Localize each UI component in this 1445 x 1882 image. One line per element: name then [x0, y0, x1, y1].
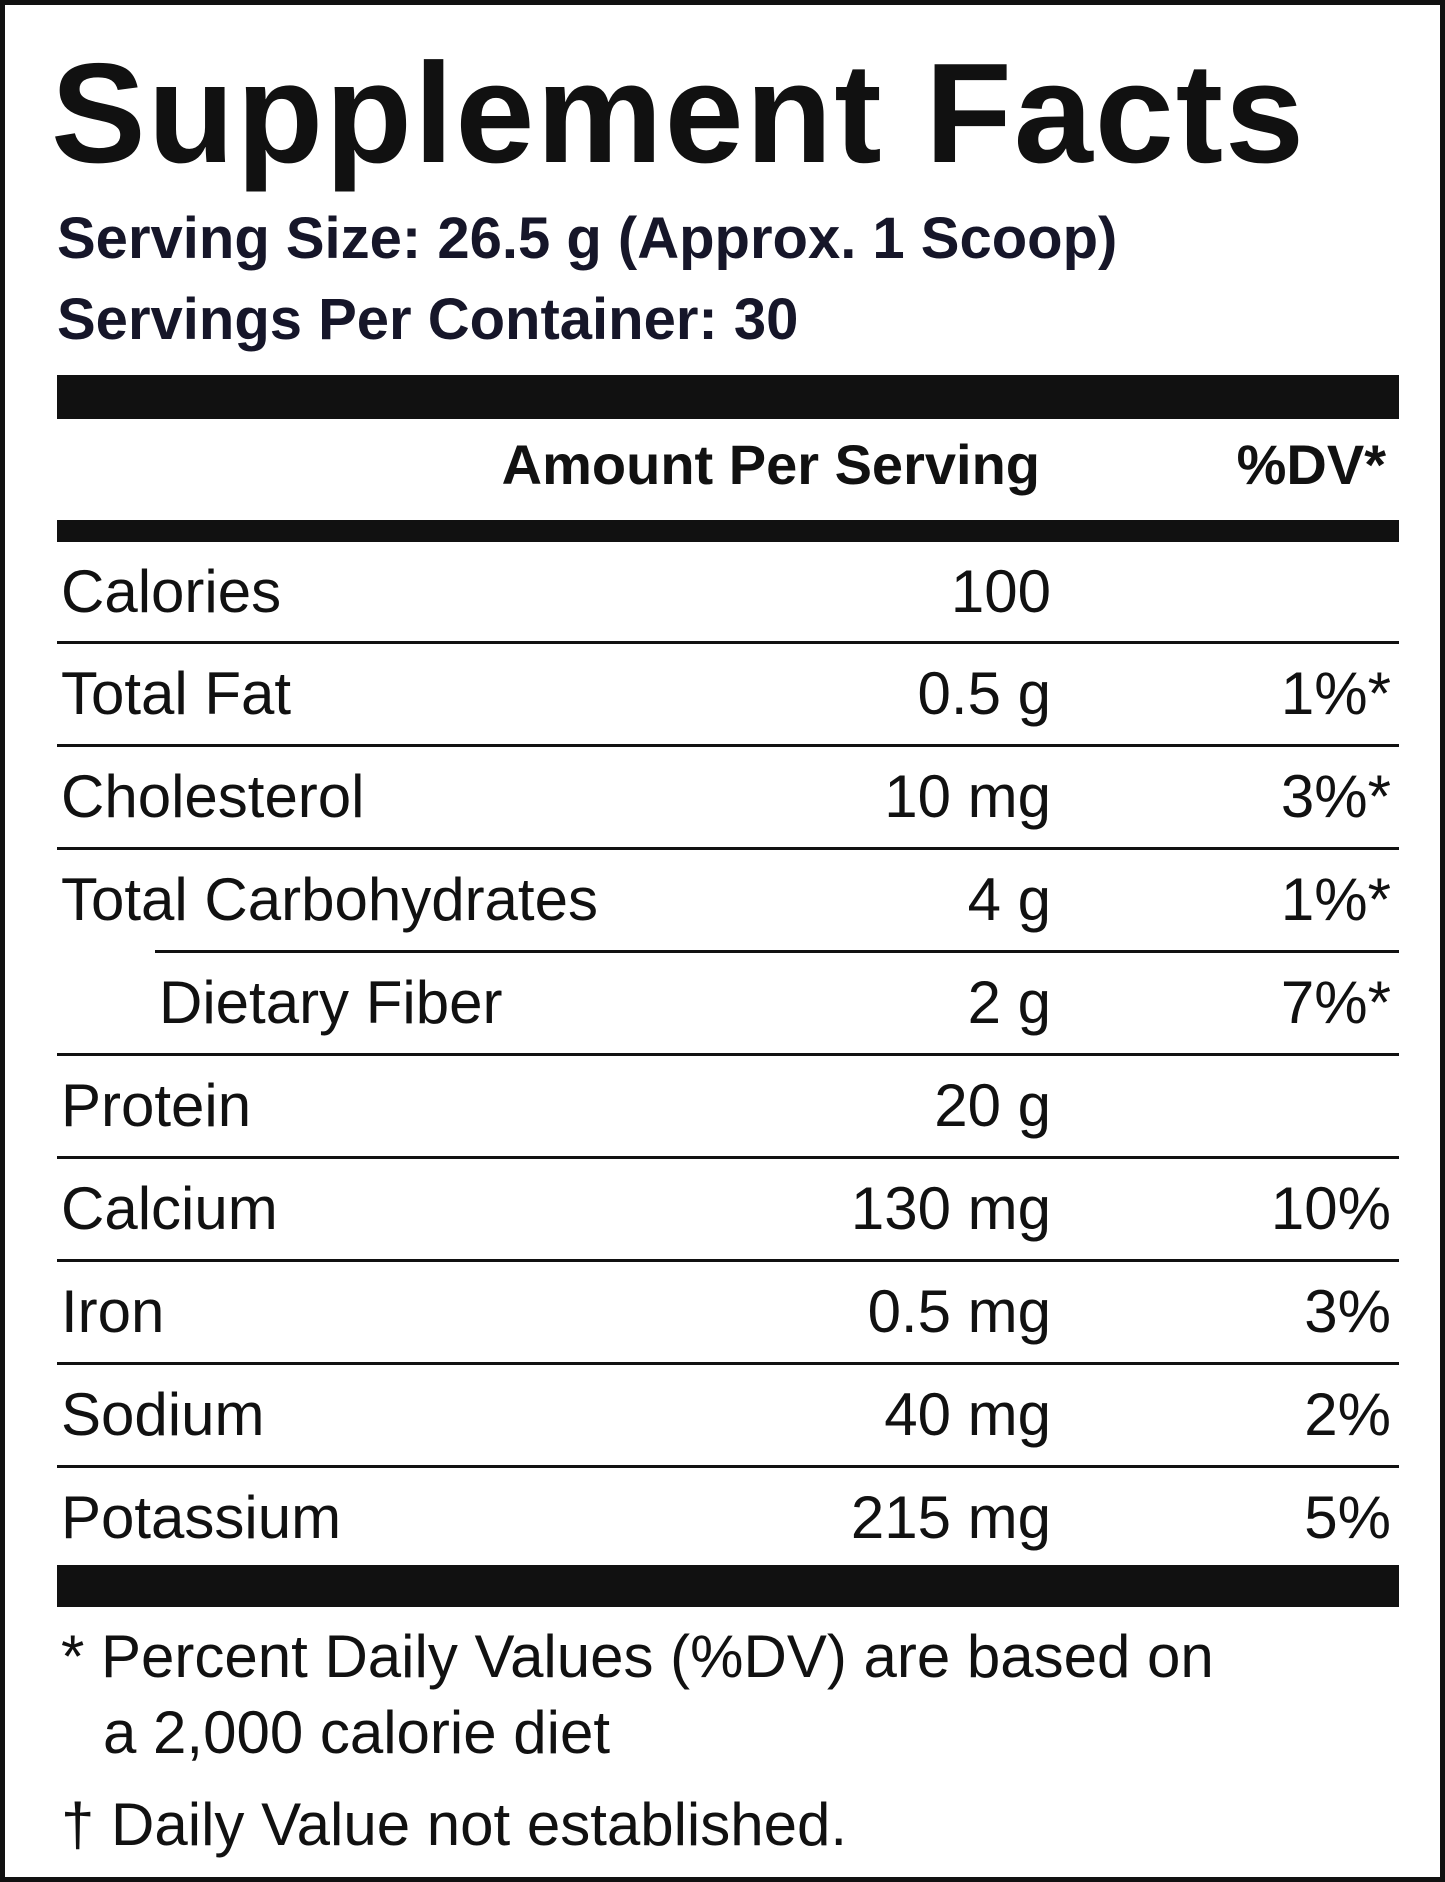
nutrient-name: Potassium — [61, 1484, 342, 1551]
thick-divider-top — [57, 375, 1399, 419]
thick-divider-header — [57, 520, 1399, 542]
nutrient-name: Calcium — [61, 1175, 278, 1242]
nutrient-row-calories: Calories 100 — [57, 542, 1399, 642]
nutrient-dv: 7%* — [1280, 969, 1391, 1036]
nutrient-amount: 0.5 mg — [867, 1278, 1051, 1345]
nutrient-name: Total Carbohydrates — [61, 866, 598, 933]
footnote-not-established: † Daily Value not established. — [61, 1791, 848, 1858]
nutrient-amount: 2 g — [967, 969, 1051, 1036]
nutrient-dv: 5% — [1304, 1484, 1391, 1551]
nutrient-row-iron: Iron 0.5 mg 3% — [57, 1262, 1399, 1362]
nutrient-amount: 215 mg — [850, 1484, 1051, 1551]
nutrient-amount: 20 g — [934, 1072, 1051, 1139]
nutrient-amount: 130 mg — [850, 1175, 1051, 1242]
nutrient-row-potassium: Potassium 215 mg 5% — [57, 1468, 1399, 1568]
nutrient-amount: 0.5 g — [917, 660, 1051, 727]
nutrient-amount: 40 mg — [884, 1381, 1051, 1448]
nutrient-dv: 10% — [1270, 1175, 1391, 1242]
row-divider — [57, 1362, 1399, 1365]
row-divider — [57, 1156, 1399, 1159]
label-title: Supplement Facts — [51, 34, 1307, 193]
nutrient-dv: 1%* — [1280, 866, 1391, 933]
servings-per-container: Servings Per Container: 30 — [57, 287, 799, 352]
nutrient-amount: 10 mg — [884, 763, 1051, 830]
row-divider — [57, 1465, 1399, 1468]
nutrient-dv: 2% — [1304, 1381, 1391, 1448]
nutrient-name: Cholesterol — [61, 763, 365, 830]
nutrient-row-total-carbohydrates: Total Carbohydrates 4 g 1%* — [57, 850, 1399, 950]
nutrient-name: Protein — [61, 1072, 252, 1139]
nutrient-name: Calories — [61, 558, 282, 625]
row-divider — [57, 744, 1399, 747]
footnote-calorie-diet: a 2,000 calorie diet — [103, 1699, 611, 1766]
serving-size: Serving Size: 26.5 g (Approx. 1 Scoop) — [57, 206, 1118, 271]
nutrient-dv: 3% — [1304, 1278, 1391, 1345]
nutrient-row-calcium: Calcium 130 mg 10% — [57, 1159, 1399, 1259]
daily-value-header: %DV* — [1236, 433, 1386, 496]
row-divider — [57, 641, 1399, 644]
nutrient-dv: 3%* — [1280, 763, 1391, 830]
nutrient-row-total-fat: Total Fat 0.5 g 1%* — [57, 644, 1399, 744]
nutrient-row-sodium: Sodium 40 mg 2% — [57, 1365, 1399, 1465]
thick-divider-bottom — [57, 1565, 1399, 1607]
nutrient-name: Dietary Fiber — [159, 969, 503, 1036]
amount-per-serving-header: Amount Per Serving — [501, 433, 1040, 496]
row-divider — [57, 1259, 1399, 1262]
nutrient-amount: 4 g — [967, 866, 1051, 933]
nutrient-name: Iron — [61, 1278, 165, 1345]
row-divider-indented — [155, 950, 1399, 953]
footnote-daily-value: * Percent Daily Values (%DV) are based o… — [61, 1623, 1214, 1690]
nutrient-dv: 1%* — [1280, 660, 1391, 727]
nutrient-amount: 100 — [950, 558, 1051, 625]
nutrient-name: Total Fat — [61, 660, 292, 727]
nutrient-row-protein: Protein 20 g — [57, 1056, 1399, 1156]
row-divider — [57, 847, 1399, 850]
row-divider — [57, 1053, 1399, 1056]
nutrient-name: Sodium — [61, 1381, 265, 1448]
nutrient-row-dietary-fiber: Dietary Fiber 2 g 7%* — [57, 953, 1399, 1053]
nutrient-row-cholesterol: Cholesterol 10 mg 3%* — [57, 747, 1399, 847]
